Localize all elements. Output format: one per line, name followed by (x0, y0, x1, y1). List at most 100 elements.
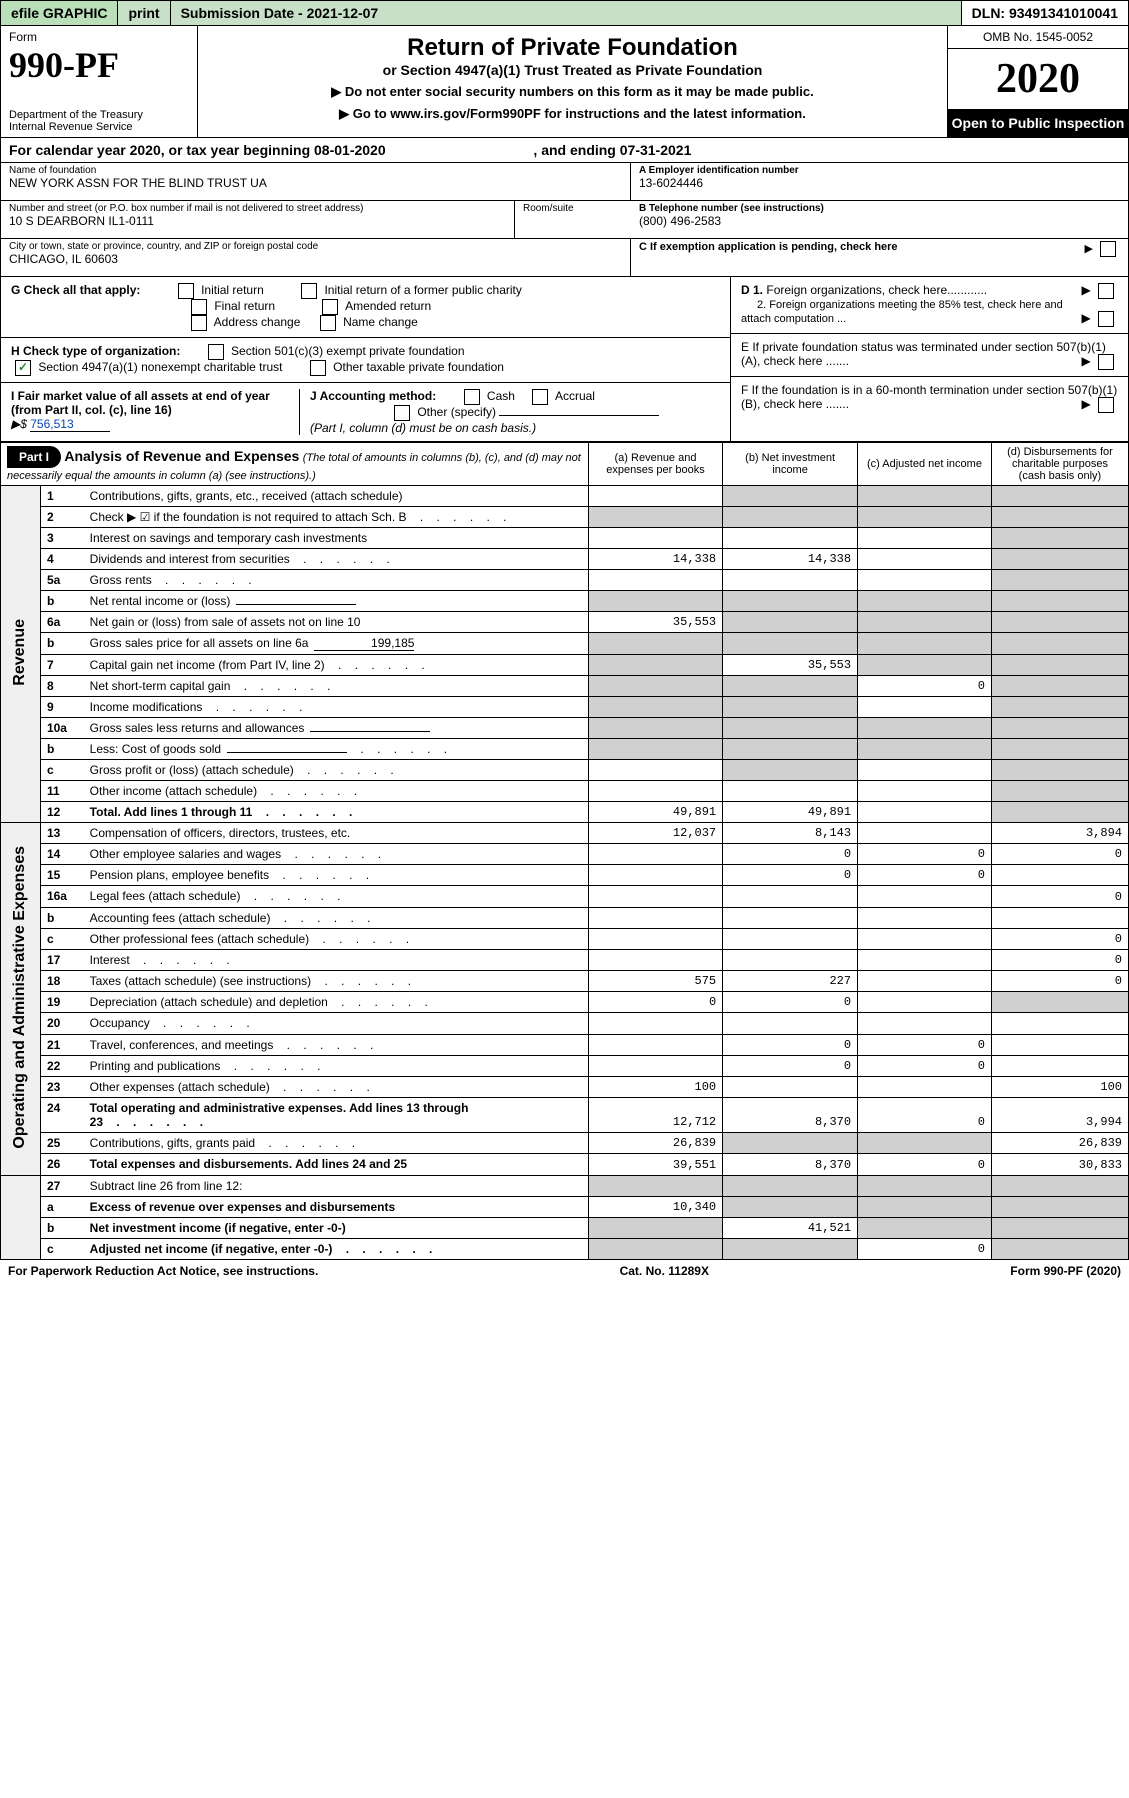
line-number: 25 (40, 1133, 83, 1154)
ij-row: I Fair market value of all assets at end… (1, 383, 731, 441)
line-row: 24Total operating and administrative exp… (1, 1098, 1129, 1133)
line-row: 21Travel, conferences, and meetings . . … (1, 1034, 1129, 1055)
footer: For Paperwork Reduction Act Notice, see … (0, 1260, 1129, 1282)
g-address-checkbox[interactable] (191, 315, 207, 331)
line-number: 16a (40, 886, 83, 907)
line-desc: Occupancy . . . . . . (84, 1013, 589, 1034)
g-row: G Check all that apply: Initial return I… (1, 277, 731, 338)
e-checkbox[interactable] (1098, 354, 1114, 370)
checks-section: G Check all that apply: Initial return I… (0, 277, 1129, 442)
line-desc: Compensation of officers, directors, tru… (84, 823, 589, 844)
name-label: Name of foundation (9, 165, 622, 176)
line-desc: Other income (attach schedule) . . . . .… (84, 781, 589, 802)
line-desc: Income modifications . . . . . . (84, 697, 589, 718)
line-desc: Interest . . . . . . (84, 949, 589, 970)
line-desc: Pension plans, employee benefits . . . .… (84, 865, 589, 886)
part1-title: Analysis of Revenue and Expenses (64, 448, 299, 464)
line-number: b (40, 907, 83, 928)
h-other-checkbox[interactable] (310, 360, 326, 376)
form-label: Form (9, 30, 189, 44)
submission-date: Submission Date - 2021-12-07 (171, 1, 962, 25)
line-desc: Contributions, gifts, grants, etc., rece… (84, 486, 589, 507)
line-desc: Subtract line 26 from line 12: (84, 1175, 589, 1196)
line-number: 27 (40, 1175, 83, 1196)
line-row: 12Total. Add lines 1 through 11 . . . . … (1, 802, 1129, 823)
form-number: 990-PF (9, 44, 189, 86)
calendar-year-row: For calendar year 2020, or tax year begi… (0, 138, 1129, 163)
line-desc: Capital gain net income (from Part IV, l… (84, 655, 589, 676)
g-initial-checkbox[interactable] (178, 283, 194, 299)
city-state-zip: CHICAGO, IL 60603 (9, 252, 622, 266)
line-number: 19 (40, 992, 83, 1013)
g-initial-former-checkbox[interactable] (301, 283, 317, 299)
line-number: 1 (40, 486, 83, 507)
f-checkbox[interactable] (1098, 397, 1114, 413)
side-label: Revenue (1, 486, 41, 823)
line-desc: Gross sales less returns and allowances (84, 718, 589, 739)
line-row: 17Interest . . . . . .0 (1, 949, 1129, 970)
line-desc: Less: Cost of goods sold . . . . . . (84, 739, 589, 760)
efile-graphic: efile GRAPHIC (1, 1, 118, 25)
line-number: c (40, 1238, 83, 1259)
ein: 13-6024446 (639, 176, 1120, 190)
line-number: 14 (40, 844, 83, 865)
foundation-name: NEW YORK ASSN FOR THE BLIND TRUST UA (9, 176, 622, 190)
line-row: 19Depreciation (attach schedule) and dep… (1, 992, 1129, 1013)
line-number: 3 (40, 528, 83, 549)
line-desc: Other employee salaries and wages . . . … (84, 844, 589, 865)
line-desc: Gross profit or (loss) (attach schedule)… (84, 760, 589, 781)
g-name-checkbox[interactable] (320, 315, 336, 331)
line-desc: Adjusted net income (if negative, enter … (84, 1238, 589, 1259)
line-row: 9Income modifications . . . . . . (1, 697, 1129, 718)
form-title: Return of Private Foundation (218, 34, 927, 62)
cal-year-begin: For calendar year 2020, or tax year begi… (9, 142, 386, 158)
form-header: Form 990-PF Department of the Treasury I… (0, 26, 1129, 138)
line-row: bNet investment income (if negative, ent… (1, 1217, 1129, 1238)
line-number: 24 (40, 1098, 83, 1133)
ein-label: A Employer identification number (639, 165, 1120, 176)
j-other-checkbox[interactable] (394, 405, 410, 421)
line-number: 7 (40, 655, 83, 676)
j-accrual-checkbox[interactable] (532, 389, 548, 405)
line-number: 2 (40, 507, 83, 528)
col-a-header: (a) Revenue and expenses per books (588, 443, 722, 486)
line-desc: Net short-term capital gain . . . . . . (84, 676, 589, 697)
line-desc: Taxes (attach schedule) (see instruction… (84, 971, 589, 992)
h-501c3-checkbox[interactable] (208, 344, 224, 360)
i-label: I Fair market value of all assets at end… (11, 389, 270, 417)
line-row: 15Pension plans, employee benefits . . .… (1, 865, 1129, 886)
telephone: (800) 496-2583 (639, 214, 1120, 228)
line-desc: Net investment income (if negative, ente… (84, 1217, 589, 1238)
irs: Internal Revenue Service (9, 121, 189, 133)
col-c-header: (c) Adjusted net income (858, 443, 992, 486)
h-4947-checkbox[interactable]: ✓ (15, 360, 31, 376)
d1-checkbox[interactable] (1098, 283, 1114, 299)
line-desc: Gross rents . . . . . . (84, 570, 589, 591)
line-row: 22Printing and publications . . . . . .0… (1, 1055, 1129, 1076)
j-note: (Part I, column (d) must be on cash basi… (310, 421, 536, 435)
j-cash-checkbox[interactable] (464, 389, 480, 405)
g-amended-checkbox[interactable] (322, 299, 338, 315)
line-desc: Check ▶ ☑ if the foundation is not requi… (84, 507, 589, 528)
line-row: 6aNet gain or (loss) from sale of assets… (1, 612, 1129, 633)
addr-label: Number and street (or P.O. box number if… (9, 203, 506, 214)
street-address: 10 S DEARBORN IL1-0111 (9, 214, 506, 228)
col-b-header: (b) Net investment income (723, 443, 858, 486)
line-row: 26Total expenses and disbursements. Add … (1, 1154, 1129, 1175)
line-desc: Accounting fees (attach schedule) . . . … (84, 907, 589, 928)
line-number: 12 (40, 802, 83, 823)
line-desc: Printing and publications . . . . . . (84, 1055, 589, 1076)
c-checkbox[interactable] (1100, 241, 1116, 257)
line-desc: Dividends and interest from securities .… (84, 549, 589, 570)
line-row: 14Other employee salaries and wages . . … (1, 844, 1129, 865)
footer-left: For Paperwork Reduction Act Notice, see … (8, 1264, 318, 1278)
h-row: H Check type of organization: Section 50… (1, 338, 731, 383)
city-label: City or town, state or province, country… (9, 241, 622, 252)
d2-checkbox[interactable] (1098, 311, 1114, 327)
g-final-checkbox[interactable] (191, 299, 207, 315)
line-number: 17 (40, 949, 83, 970)
line-row: 11Other income (attach schedule) . . . .… (1, 781, 1129, 802)
line-row: 23Other expenses (attach schedule) . . .… (1, 1076, 1129, 1097)
part1-table: Part I Analysis of Revenue and Expenses … (0, 442, 1129, 1260)
line-number: c (40, 928, 83, 949)
